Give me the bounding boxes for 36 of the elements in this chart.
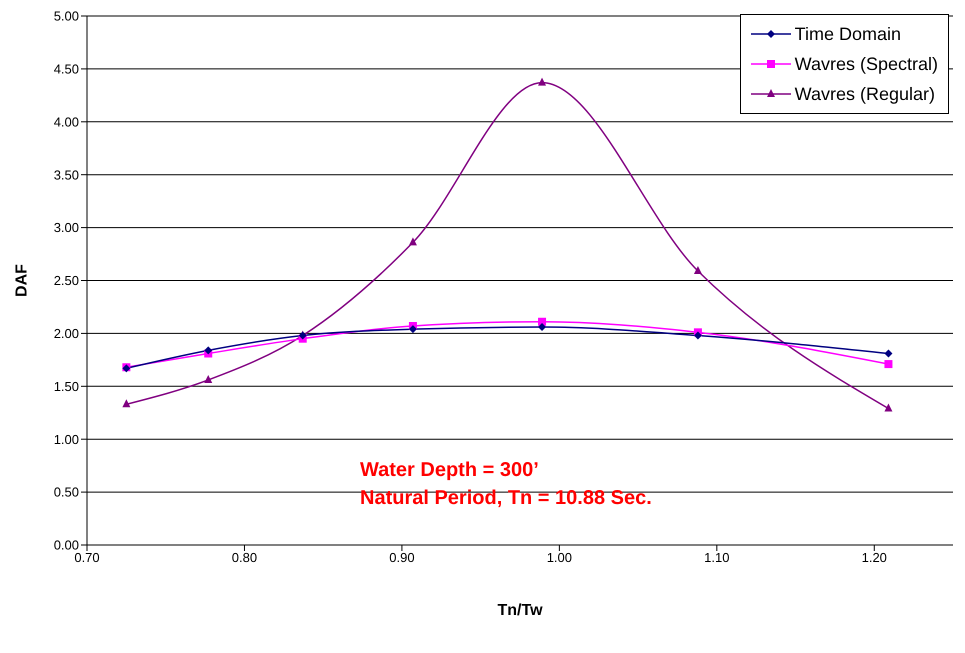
point <box>694 266 702 274</box>
x-tick-label: 0.90 <box>389 550 415 566</box>
x-tick-label: 1.20 <box>862 550 887 566</box>
x-axis-title: Tn/Tw <box>497 602 544 619</box>
y-tick-label: 5.00 <box>54 8 79 24</box>
x-tick-label: 0.70 <box>74 550 100 566</box>
point <box>884 360 892 368</box>
y-tick-label: 2.50 <box>54 273 79 288</box>
point <box>884 350 892 358</box>
point <box>694 332 702 340</box>
y-tick-label: 2.00 <box>54 326 79 342</box>
point <box>122 399 130 408</box>
y-axis-title: DAF <box>14 264 31 297</box>
point <box>408 325 417 334</box>
y-tick-label: 0.00 <box>54 538 79 553</box>
legend-label: Wavres (Spectral) <box>794 53 938 76</box>
x-tick-label: 0.80 <box>232 550 258 566</box>
point <box>204 346 212 354</box>
y-tick-label: 1.00 <box>54 432 79 447</box>
point <box>538 323 546 332</box>
point <box>408 237 417 246</box>
y-tick-label: 1.50 <box>54 378 79 394</box>
x-tick-label: 1.10 <box>704 550 730 566</box>
annotation: Natural Period, Tn = 10.88 Sec. <box>360 486 652 511</box>
y-tick-label: 4.50 <box>54 62 79 77</box>
annotation: Water Depth = 300’ <box>360 458 540 483</box>
legend-label: Time Domain <box>794 23 901 46</box>
legend-label: Wavres (Regular) <box>794 83 936 106</box>
y-tick-label: 3.50 <box>54 167 79 182</box>
y-tick-label: 3.00 <box>54 220 79 236</box>
point <box>538 78 546 86</box>
point <box>884 404 892 412</box>
point <box>204 374 212 383</box>
x-tick-label: 1.00 <box>546 550 572 566</box>
y-tick-label: 0.50 <box>54 484 79 500</box>
y-tick-label: 4.00 <box>54 114 79 130</box>
